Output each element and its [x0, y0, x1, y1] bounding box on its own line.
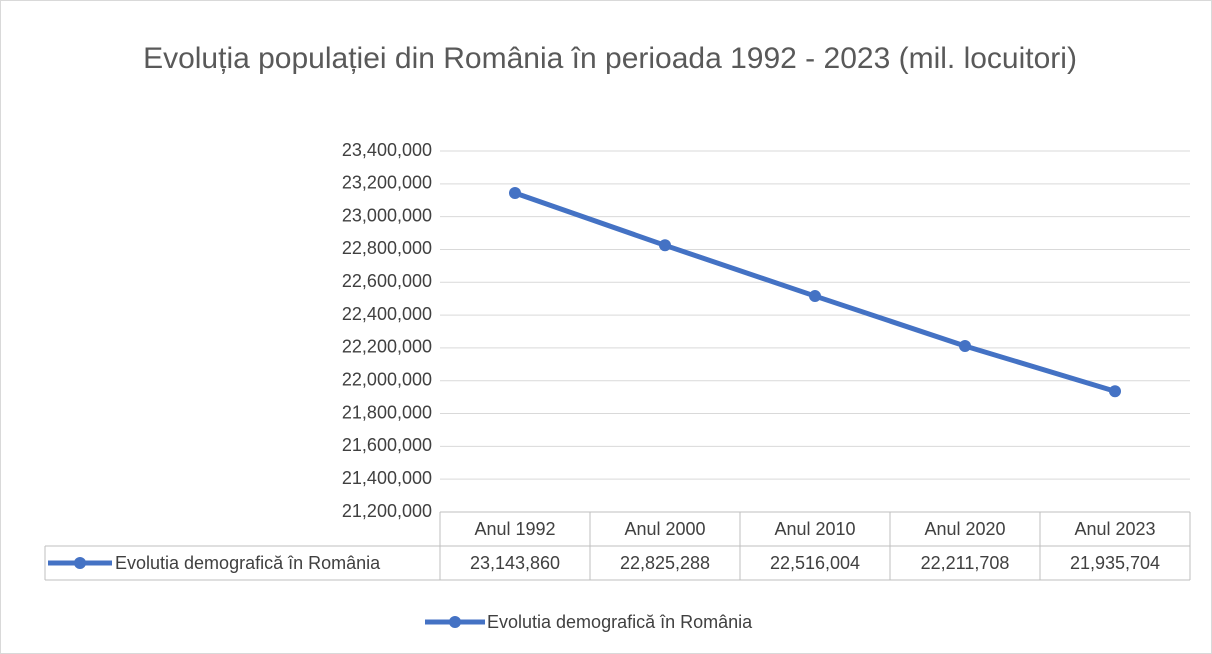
legend-marker	[449, 616, 461, 628]
y-tick-label: 23,200,000	[342, 173, 432, 193]
y-tick-label: 22,800,000	[342, 238, 432, 258]
table-value: 22,211,708	[921, 553, 1010, 573]
y-tick-label: 23,400,000	[342, 140, 432, 160]
y-tick-label: 21,400,000	[342, 468, 432, 488]
table-series-name: Evolutia demografică în România	[115, 553, 381, 573]
y-tick-label: 22,600,000	[342, 271, 432, 291]
y-tick-label: 21,800,000	[342, 402, 432, 422]
x-tick-label: Anul 2000	[624, 519, 705, 539]
y-tick-label: 22,200,000	[342, 337, 432, 357]
series-marker	[659, 239, 671, 252]
table-value: 21,935,704	[1070, 553, 1160, 573]
series-marker	[809, 290, 821, 303]
y-tick-label: 22,000,000	[342, 369, 432, 389]
legend-label: Evolutia demografică în România	[487, 612, 753, 632]
table-value: 22,825,288	[620, 553, 710, 573]
y-tick-label: 22,400,000	[342, 304, 432, 324]
y-tick-label: 21,600,000	[342, 435, 432, 455]
x-tick-label: Anul 2023	[1074, 519, 1155, 539]
y-tick-label: 23,000,000	[342, 205, 432, 225]
table-value: 22,516,004	[770, 553, 860, 573]
table-legend-marker	[74, 557, 86, 569]
y-tick-label: 21,200,000	[342, 501, 432, 521]
series-marker	[959, 339, 971, 352]
x-tick-label: Anul 1992	[474, 519, 555, 539]
series-marker	[1109, 385, 1121, 398]
x-tick-label: Anul 2020	[924, 519, 1005, 539]
chart-title: Evoluția populației din România în perio…	[143, 42, 1077, 75]
series-marker	[509, 187, 521, 200]
table-value: 23,143,860	[470, 553, 560, 573]
x-tick-label: Anul 2010	[774, 519, 855, 539]
